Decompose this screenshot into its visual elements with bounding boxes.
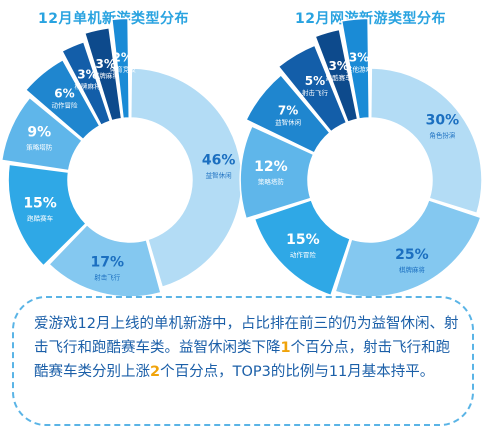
summary-line-4: 本持平。 xyxy=(376,364,435,380)
donut-0-slice-1-label: 射击飞行 xyxy=(94,272,121,281)
chart-title-online: 12月网游新游类型分布 xyxy=(295,11,446,27)
donut-1-slice-5-label: 射击飞行 xyxy=(302,88,329,97)
donut-0-slice-5-value: 3% xyxy=(77,68,97,82)
summary-line-3b: 个百分点，TOP3的比例与11月基 xyxy=(160,364,377,380)
donut-0-slice-7-label: 体育竞技 xyxy=(110,64,137,73)
summary-number-2: 2 xyxy=(150,364,161,380)
donut-1-slice-4-value: 7% xyxy=(278,103,298,117)
donut-1-slice-3-value: 12% xyxy=(254,159,288,175)
donut-0-slice-2-value: 15% xyxy=(23,195,57,211)
donut-0-slice-7-value: 2% xyxy=(113,50,133,64)
donut-1-slice-3-label: 策略塔防 xyxy=(258,177,285,186)
donut-1-slice-0-value: 30% xyxy=(426,112,460,128)
donut-0-slice-1-value: 17% xyxy=(91,254,125,270)
donut-1-slice-2-value: 15% xyxy=(286,232,320,248)
summary-line-1: 爱游戏12月上线的单机新游中，占比排在前三的仍为益智休 xyxy=(34,316,415,332)
donut-1-slice-2 xyxy=(253,198,352,297)
donut-0-slice-0 xyxy=(129,67,243,289)
donut-0-slice-6 xyxy=(83,26,123,122)
donut-0-slice-7 xyxy=(111,17,131,120)
summary-number-1: 1 xyxy=(280,340,291,356)
donut-1-slice-2-label: 动作冒险 xyxy=(290,250,317,259)
donut-0-slice-5-label: 棋牌麻将 xyxy=(74,82,101,91)
donut-1-slice-3 xyxy=(239,125,315,220)
donut-1-slice-1-value: 25% xyxy=(395,247,429,263)
donut-1-slice-4-label: 益智休闲 xyxy=(275,117,301,126)
donut-0-slice-0-label: 益智休闲 xyxy=(206,171,232,180)
donut-0-slice-4-value: 6% xyxy=(54,87,74,101)
donut-0-slice-4-label: 动作冒险 xyxy=(51,101,78,110)
donut-0-slice-3 xyxy=(0,96,84,172)
donut-1-slice-0 xyxy=(369,67,483,215)
summary-line-2b: 个百分点，射击 xyxy=(290,340,393,356)
donut-0-slice-4 xyxy=(24,58,101,141)
summary-text: 爱游戏12月上线的单机新游中，占比排在前三的仍为益智休闲、射击飞行和跑酷赛车类。… xyxy=(34,312,464,384)
donut-0-slice-3-value: 9% xyxy=(27,125,51,141)
donut-1-slice-6-label: 跑酷赛车 xyxy=(326,73,353,82)
summary-line-3: 飞行和跑酷赛车类分别上涨 xyxy=(34,340,451,380)
donut-1-slice-7-value: 3% xyxy=(349,51,369,65)
donut-1-slice-7-label: 其他游戏 xyxy=(346,65,373,74)
donut-0-slice-6-value: 3% xyxy=(96,57,116,71)
donut-0-slice-2-label: 跑酷赛车 xyxy=(27,213,54,222)
donut-0-slice-3-label: 策略塔防 xyxy=(26,143,53,152)
donut-1-slice-4 xyxy=(245,73,331,154)
donut-charts: 46%益智休闲17%射击飞行15%跑酷赛车9%策略塔防6%动作冒险3%棋牌麻将3… xyxy=(0,17,483,298)
donut-1-slice-0-label: 角色扮演 xyxy=(429,130,456,139)
donut-0-slice-6-label: 棋牌麻将 xyxy=(93,71,120,80)
donut-1-slice-5 xyxy=(277,44,348,133)
donut-1-slice-7 xyxy=(340,17,371,120)
donut-0-slice-5 xyxy=(60,40,112,127)
donut-1-slice-5-value: 5% xyxy=(305,74,325,88)
donut-1-slice-1 xyxy=(334,198,482,298)
summary-line-2: 闲、射击飞行和跑酷赛车类。益智休闲类下降 xyxy=(34,316,459,356)
donut-0-slice-0-value: 46% xyxy=(202,153,236,169)
donut-1-slice-6 xyxy=(314,28,359,124)
donut-0-slice-2 xyxy=(7,163,88,267)
donut-1-slice-6-value: 3% xyxy=(328,59,348,73)
donut-1-slice-1-label: 棋牌麻将 xyxy=(399,265,426,274)
